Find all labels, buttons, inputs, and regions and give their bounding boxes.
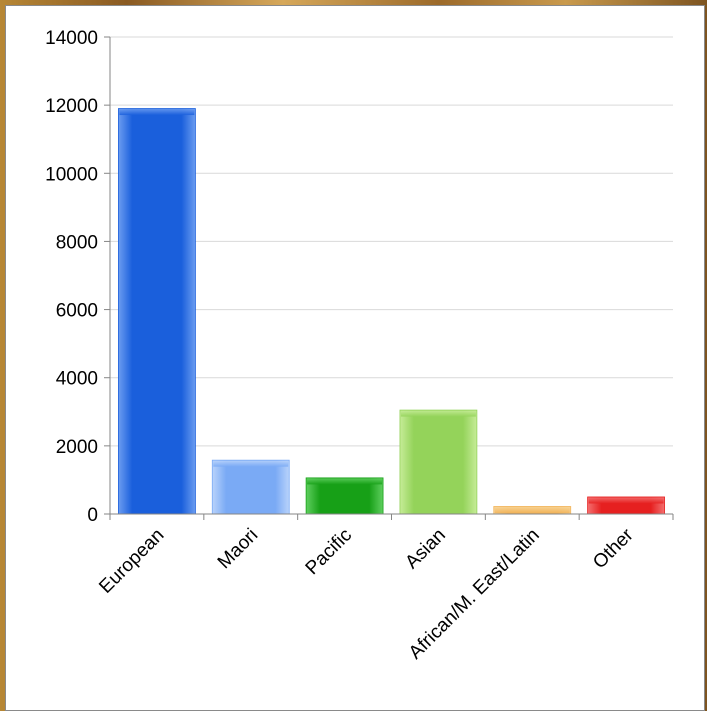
bar-asian: [399, 409, 478, 515]
y-tick-label: 6000: [56, 301, 98, 322]
y-tick-label: 8000: [56, 232, 98, 253]
x-category-label: Asian: [401, 525, 449, 573]
y-tick-label: 4000: [56, 369, 98, 390]
bar-european: [118, 108, 196, 515]
bar-highlight: [307, 478, 383, 485]
y-tick-label: 12000: [45, 96, 98, 117]
bar-highlight: [213, 460, 289, 467]
x-category-label: European: [95, 525, 168, 598]
y-tick-label: 14000: [45, 28, 98, 49]
bar-highlight: [588, 497, 664, 504]
bar-highlight: [494, 507, 570, 514]
y-tick-labels: 0 2000 4000 6000 8000 10000 12000 14000: [45, 28, 98, 526]
y-tick-label: 10000: [45, 164, 98, 185]
y-tick-label: 2000: [56, 437, 98, 458]
bar-maori: [211, 459, 290, 515]
bars: [118, 108, 665, 515]
gridlines: [110, 36, 673, 447]
x-category-label: Pacific: [302, 525, 356, 579]
bar-highlight: [119, 109, 195, 116]
y-tick-label: 0: [87, 505, 98, 526]
x-category-label: Other: [589, 524, 638, 573]
axes: [104, 36, 674, 520]
x-category-label: Maori: [214, 525, 262, 573]
bar-highlight: [400, 410, 476, 417]
